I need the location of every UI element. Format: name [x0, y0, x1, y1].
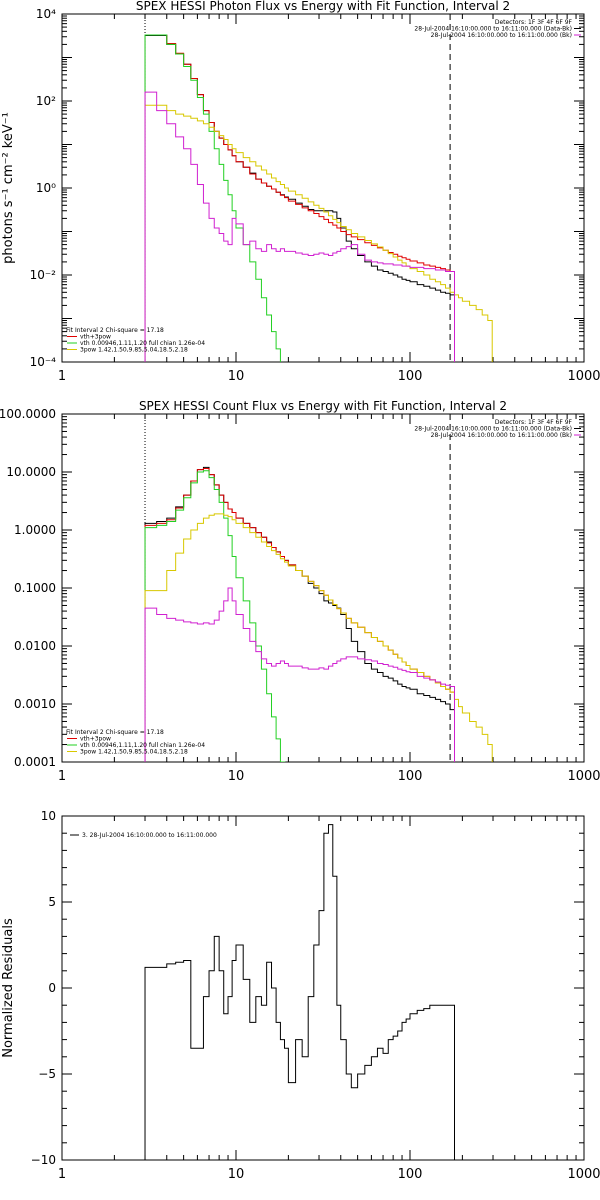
x-tick-label: 10 [228, 1167, 245, 1182]
plot-area [144, 824, 456, 1160]
y-tick-label: 1.0000 [14, 523, 56, 537]
series-line-5 [144, 91, 456, 362]
legend-top-entry: 28-Jul-2004 16:10:00.000 to 16:11:00.000… [414, 426, 572, 433]
y-tick-label: 5 [48, 895, 56, 909]
x-tick-label: 100 [398, 1167, 423, 1182]
y-tick-label: 100.0000 [0, 407, 56, 421]
x-tick-label: 10 [228, 369, 245, 384]
series-line-1 [144, 824, 456, 1160]
series-line-5 [144, 587, 456, 762]
plot-area [144, 14, 493, 362]
series-line-3 [144, 34, 281, 362]
y-tick-label: 10.0000 [6, 465, 56, 479]
plot-area [144, 414, 493, 762]
y-tick-label: 0 [48, 981, 56, 995]
chart-panel-3: 1 10 100 1000 −10 −5 0 5 10 Normalized Residuals 3… [1, 809, 600, 1182]
plot-frame [61, 815, 585, 1161]
plot-frame [61, 413, 585, 763]
chart-title: SPEX HESSI Count Flux vs Energy with Fit… [139, 399, 507, 413]
x-tick-label: 100 [398, 769, 423, 784]
x-tick-label: 100 [398, 369, 423, 384]
legend-top-entry: 28-Jul-2004 16:10:00.000 to 16:11:00.000… [414, 26, 572, 33]
chart-panel-2: SPEX HESSI Count Flux vs Energy with Fit… [0, 399, 600, 784]
y-axis-label: Normalized Residuals [1, 918, 16, 1058]
y-tick-label: 0.1000 [14, 581, 56, 595]
series-line-1 [144, 35, 456, 362]
y-tick-label: 0.0001 [14, 755, 56, 769]
y-tick-label: 10⁴ [36, 7, 56, 21]
y-tick-label: 0.0010 [14, 697, 56, 711]
legend-top-entry: 28-Jul-2004 16:10:00.000 to 16:11:00.000… [431, 432, 572, 439]
y-tick-label: −5 [38, 1067, 56, 1081]
y-tick-label: 10² [36, 94, 56, 108]
legend-top-entry: 28-Jul-2004 16:10:00.000 to 16:11:00.000… [431, 32, 572, 39]
series-line-1 [144, 466, 456, 762]
legend-bottom-entry: Fit Interval 2 Chi-square = 17.18 [66, 327, 164, 334]
x-tick-label: 1000 [567, 1167, 600, 1182]
plot-frame [61, 13, 585, 363]
x-tick-label: 1000 [567, 769, 600, 784]
y-axis-label: photons s⁻¹ cm⁻² keV⁻¹ [1, 112, 16, 264]
series-line-2 [144, 467, 456, 762]
chart-panel-1: SPEX HESSI Photon Flux vs Energy with Fi… [1, 0, 600, 384]
x-tick-label: 1 [58, 369, 66, 384]
legend-bottom-entry: 3pow 1.42,1.50,9.85,5.04,18.5,2.18 [80, 347, 188, 354]
x-tick-label: 1000 [567, 369, 600, 384]
y-tick-label: 10 [41, 809, 56, 823]
chart-title: SPEX HESSI Photon Flux vs Energy with Fi… [136, 0, 510, 13]
legend-top-entry: Detectors: 1F 3F 4F 6F 9F [495, 19, 573, 26]
y-tick-label: 10⁰ [36, 181, 56, 195]
legend-top-entry: Detectors: 1F 3F 4F 6F 9F [495, 419, 573, 426]
legend-bottom-entry: 3pow 1.42,1.50,9.85,5.04,18.5,2.18 [80, 749, 188, 756]
legend-bottom-entry: vth+3pow [80, 736, 111, 743]
y-tick-label: −10 [31, 1153, 56, 1167]
legend-bottom-entry: vth+3pow [80, 334, 111, 341]
x-tick-label: 1 [58, 1167, 66, 1182]
y-tick-label: 10⁻² [30, 268, 57, 282]
y-tick-label: 10⁻⁴ [30, 355, 57, 369]
legend-bottom-entry: Fit Interval 2 Chi-square = 17.18 [66, 729, 164, 736]
y-tick-label: 0.0100 [14, 639, 56, 653]
legend-bottom-entry: vth 0.00946,1.11,1.20 full chian 1.26e-0… [80, 742, 205, 749]
series-line-2 [144, 34, 456, 362]
x-tick-label: 1 [58, 769, 66, 784]
series-line-4 [144, 104, 493, 362]
series-line-3 [144, 470, 286, 762]
series-line-4 [144, 513, 493, 762]
legend-bottom-entry: vth 0.00946,1.11,1.20 full chian 1.26e-0… [80, 340, 205, 347]
legend-entry: 3. 28-Jul-2004 16:10:00.000 to 16:11:00.… [82, 832, 217, 839]
x-tick-label: 10 [228, 769, 245, 784]
